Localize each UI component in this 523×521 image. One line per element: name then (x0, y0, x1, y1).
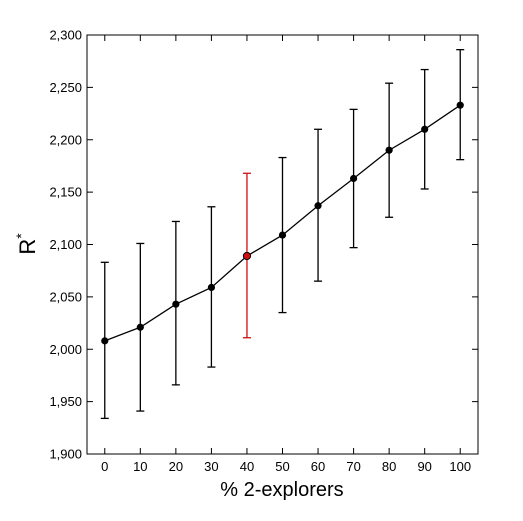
data-points (101, 101, 464, 345)
y-tick-label: 2,000 (49, 342, 82, 357)
data-point (385, 146, 393, 154)
y-tick-label: 2,050 (49, 289, 82, 304)
x-tick-label: 80 (382, 459, 396, 474)
x-tick-label: 20 (169, 459, 183, 474)
data-point (172, 300, 180, 308)
x-tick-label: 30 (204, 459, 218, 474)
y-tick-label: 1,950 (49, 394, 82, 409)
x-tick-label: 100 (449, 459, 471, 474)
x-tick-label: 50 (275, 459, 289, 474)
data-point (421, 125, 429, 133)
x-axis-label: % 2-explorers (220, 479, 343, 501)
y-tick-label: 2,150 (49, 185, 82, 200)
x-tick-label: 10 (133, 459, 147, 474)
y-tick-label: 2,100 (49, 237, 82, 252)
data-point (207, 283, 216, 292)
x-tick-label: 40 (240, 459, 254, 474)
x-tick-label: 60 (311, 459, 325, 474)
y-axis-label-main: R (15, 239, 40, 255)
x-tick-label: 0 (101, 459, 108, 474)
data-point (314, 202, 322, 210)
y-axis-label: R* (13, 233, 40, 255)
y-axis-label-superscript: * (13, 233, 29, 239)
data-point-highlighted (242, 251, 252, 261)
data-point (278, 231, 287, 239)
data-point (101, 337, 109, 345)
axis-tick-labels: 0 10 20 30 40 50 60 70 80 90 100 1,900 1,950 2,000 2,0… (49, 28, 471, 475)
y-tick-label: 2,300 (49, 28, 82, 43)
y-tick-label: 1,900 (49, 447, 82, 462)
x-tick-label: 70 (346, 459, 360, 474)
x-tick-label: 90 (417, 459, 431, 474)
data-point (136, 323, 144, 331)
data-point (456, 101, 464, 109)
data-point (349, 174, 358, 183)
y-tick-label: 2,200 (49, 132, 82, 147)
axis-ticks (87, 34, 478, 455)
y-tick-label: 2,250 (49, 80, 82, 95)
